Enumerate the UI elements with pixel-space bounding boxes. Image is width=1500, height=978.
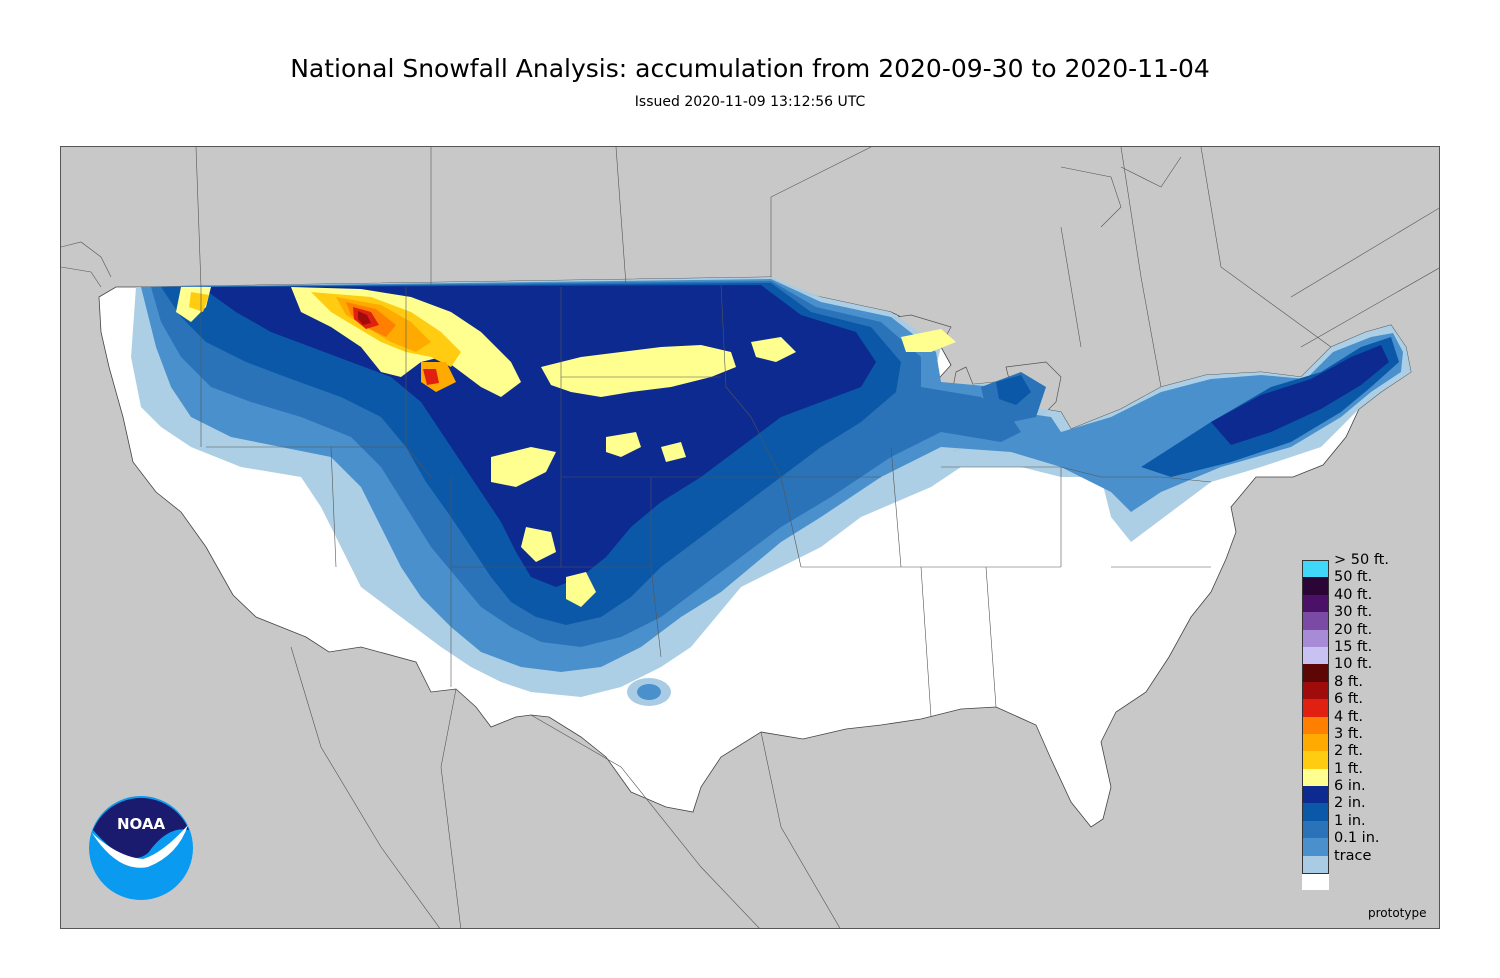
legend-swatch (1302, 577, 1329, 595)
legend-label: 6 ft. (1334, 691, 1363, 708)
legend-swatch (1302, 612, 1329, 630)
legend-label: 2 in. (1334, 795, 1366, 812)
legend-swatch (1302, 820, 1329, 839)
legend-label: 1 ft. (1334, 760, 1363, 777)
legend-swatch (1302, 803, 1329, 821)
state-borders (200, 284, 1212, 718)
legend-label: 10 ft. (1334, 656, 1373, 673)
map-title: National Snowfall Analysis: accumulation… (290, 54, 1210, 83)
legend-label: 30 ft. (1334, 604, 1373, 621)
legend-label: 4 ft. (1334, 708, 1363, 725)
noaa-logo: NOAA (89, 796, 193, 900)
legend-swatch (1302, 699, 1329, 717)
legend-label: 8 ft. (1334, 673, 1363, 690)
legend-label: 3 ft. (1334, 725, 1363, 742)
legend-swatch (1302, 786, 1329, 804)
legend-label: 6 in. (1334, 778, 1366, 795)
legend-swatch (1302, 751, 1329, 769)
legend-label: 50 ft. (1334, 569, 1373, 586)
legend-label: 15 ft. (1334, 638, 1373, 655)
legend-swatch (1302, 664, 1329, 682)
legend-swatch (1302, 560, 1329, 578)
legend-swatch (1302, 855, 1329, 874)
legend-label: > 50 ft. (1334, 552, 1389, 568)
legend-swatch (1302, 681, 1329, 700)
legend-label: 20 ft. (1334, 621, 1373, 638)
legend-label: 0.1 in. (1334, 830, 1380, 847)
legend-swatch (1302, 838, 1329, 856)
legend-label: 1 in. (1334, 812, 1366, 829)
legend-swatch (1302, 733, 1329, 752)
legend-swatch (1302, 768, 1329, 787)
legend-swatch (1302, 646, 1329, 665)
legend-swatch (1302, 629, 1329, 647)
legend-swatch (1302, 716, 1329, 734)
legend-label: 40 ft. (1334, 586, 1373, 603)
prototype-label: prototype (1368, 906, 1427, 920)
noaa-logo-text: NOAA (117, 815, 166, 833)
snowfall-map (60, 146, 1440, 929)
legend-label: 2 ft. (1334, 743, 1363, 760)
legend-swatch (1302, 873, 1329, 891)
map-subtitle: Issued 2020-11-09 13:12:56 UTC (634, 94, 866, 110)
legend-swatch (1302, 594, 1329, 613)
legend-label: trace (1334, 847, 1372, 864)
